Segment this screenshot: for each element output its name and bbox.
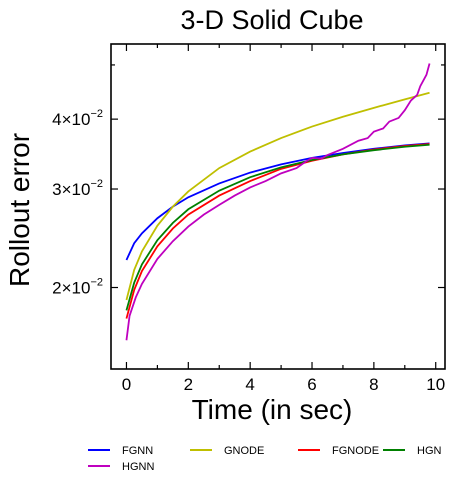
- legend-label: HGNN: [122, 461, 154, 473]
- series-layer: [125, 63, 431, 341]
- series-line-fgnode: [125, 143, 430, 319]
- plot-frame: [110, 43, 446, 370]
- legend-label: HGN: [417, 445, 442, 457]
- y-tick-label: 4×10−2: [52, 108, 103, 129]
- x-axis-label: Time (in sec): [192, 394, 353, 425]
- legend: FGNN GNODE FGNODE HGN HGNN: [88, 445, 442, 473]
- y-axis-ticks: 2×10−2 3×10−2 4×10−2: [52, 64, 445, 298]
- series-line-gnode: [125, 91, 430, 301]
- x-tick-label: 6: [307, 375, 316, 394]
- series-line-hgnn: [125, 63, 431, 341]
- legend-label: FGNODE: [332, 445, 379, 457]
- y-tick-label: 3×10−2: [52, 178, 103, 199]
- legend-label: GNODE: [224, 445, 264, 457]
- legend-item-fgnode: FGNODE: [298, 445, 379, 457]
- x-tick-label: 0: [122, 375, 131, 394]
- legend-item-gnode: GNODE: [190, 445, 264, 457]
- x-tick-label: 2: [184, 375, 193, 394]
- legend-item-hgnn: HGNN: [88, 461, 154, 473]
- chart-title: 3-D Solid Cube: [180, 5, 363, 35]
- series-line-hgn: [125, 143, 430, 311]
- x-tick-label: 4: [245, 375, 254, 394]
- y-tick-label: 2×10−2: [52, 277, 103, 298]
- legend-item-fgnn: FGNN: [88, 445, 153, 457]
- x-tick-label: 8: [369, 375, 378, 394]
- legend-label: FGNN: [122, 445, 153, 457]
- x-axis-ticks: 0 2 4 6 8 10: [122, 44, 445, 394]
- legend-item-hgn: HGN: [383, 445, 442, 457]
- x-tick-label: 10: [426, 375, 445, 394]
- y-axis-label: Rollout error: [4, 133, 35, 287]
